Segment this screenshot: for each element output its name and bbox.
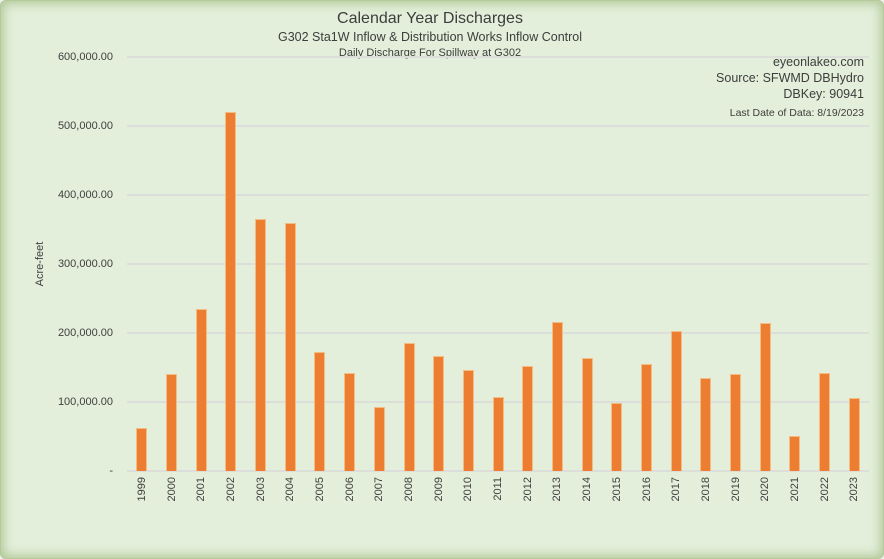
bar-slot-2001: 2001	[186, 57, 216, 501]
bar-2009	[433, 356, 445, 471]
gridline-0	[127, 470, 869, 472]
y-tick-label-300000: 300,000.00	[57, 258, 113, 270]
x-tick-label-2000: 2000	[165, 477, 178, 502]
x-tick-label-2014: 2014	[581, 477, 594, 502]
bar-2019	[730, 373, 742, 471]
bar-2001	[195, 308, 207, 471]
bar-2011	[492, 397, 504, 471]
gridline-500000	[127, 125, 869, 127]
dbkey-text: DBKey: 90941	[783, 87, 864, 101]
y-axis-title: Acre-feet	[34, 241, 46, 287]
bar-slot-2000: 2000	[157, 57, 187, 501]
x-tick-label-2015: 2015	[610, 477, 623, 502]
plot-area: 600,000.00 500,000.00 400,000.00 300,000.00…	[58, 51, 870, 501]
x-tick-label-2018: 2018	[699, 477, 712, 502]
x-tick-label-2010: 2010	[462, 477, 475, 502]
bar-slot-2008: 2008	[394, 57, 424, 501]
bar-slot-2022: 2022	[810, 57, 840, 501]
bar-slot-2019: 2019	[721, 57, 751, 501]
bar-1999	[136, 428, 148, 471]
bar-2006	[344, 373, 356, 471]
gridline-400000	[127, 194, 869, 196]
bar-slot-2010: 2010	[454, 57, 484, 501]
y-tick-label-500000: 500,000.00	[57, 120, 113, 132]
website-text: eyeonlakeo.com	[772, 55, 864, 69]
bar-slot-2021: 2021	[780, 57, 810, 501]
x-tick-label-2001: 2001	[195, 477, 208, 502]
x-tick-label-2009: 2009	[432, 477, 445, 502]
source-text: Source: SFWMD DBHydro	[716, 71, 864, 85]
x-tick-label-2022: 2022	[818, 477, 831, 502]
bar-2013	[551, 321, 563, 471]
bar-2005	[314, 352, 326, 471]
x-tick-label-2005: 2005	[313, 477, 326, 502]
bar-slot-2003: 2003	[246, 57, 276, 501]
x-tick-label-2008: 2008	[403, 477, 416, 502]
bar-2004	[284, 223, 296, 471]
bar-slot-1999: 1999	[127, 57, 157, 501]
bar-slot-2013: 2013	[543, 57, 573, 501]
x-tick-label-1999: 1999	[135, 477, 148, 502]
bar-2017	[670, 330, 682, 471]
gridline-300000	[127, 263, 869, 265]
x-tick-label-2013: 2013	[551, 477, 564, 502]
source-attribution: eyeonlakeo.com Source: SFWMD DBHydro DBK…	[716, 54, 864, 121]
y-tick-label-100000: 100,000.00	[57, 396, 113, 408]
bar-2015	[611, 403, 623, 471]
bar-2018	[700, 377, 712, 471]
bar-2021	[789, 435, 801, 471]
bar-slot-2006: 2006	[335, 57, 365, 501]
bar-slot-2005: 2005	[305, 57, 335, 501]
bar-slot-2002: 2002	[216, 57, 246, 501]
x-tick-label-2002: 2002	[224, 477, 237, 502]
bar-2022	[819, 373, 831, 471]
x-tick-label-2021: 2021	[788, 477, 801, 502]
bar-2014	[581, 357, 593, 471]
bar-slot-2011: 2011	[483, 57, 513, 501]
bar-2020	[759, 323, 771, 471]
x-tick-label-2017: 2017	[670, 477, 683, 502]
bar-2016	[641, 364, 653, 471]
x-tick-label-2003: 2003	[254, 477, 267, 502]
last-date-text: Last Date of Data: 8/19/2023	[729, 107, 864, 119]
x-tick-label-2023: 2023	[848, 477, 861, 502]
bar-slot-2007: 2007	[365, 57, 395, 501]
x-tick-label-2011: 2011	[492, 477, 505, 501]
bar-2000	[166, 374, 178, 471]
bar-slot-2023: 2023	[840, 57, 870, 501]
bar-slot-2018: 2018	[691, 57, 721, 501]
y-tick-label-400000: 400,000.00	[57, 189, 113, 201]
bar-slot-2016: 2016	[632, 57, 662, 501]
bar-slot-2015: 2015	[602, 57, 632, 501]
gridline-600000	[127, 56, 869, 58]
bar-series: 1999 2000 2001 2002 2003 2004 2005 2006 2007 2008…	[127, 57, 870, 501]
x-tick-label-2020: 2020	[759, 477, 772, 502]
x-tick-label-2006: 2006	[343, 477, 356, 502]
x-tick-label-2019: 2019	[729, 477, 742, 502]
x-tick-label-2004: 2004	[284, 477, 297, 502]
bar-2003	[255, 219, 267, 471]
bar-slot-2004: 2004	[275, 57, 305, 501]
x-tick-label-2012: 2012	[521, 477, 534, 502]
y-tick-label-200000: 200,000.00	[57, 327, 113, 339]
bar-slot-2020: 2020	[750, 57, 780, 501]
gridline-200000	[127, 332, 869, 334]
bar-slot-2009: 2009	[424, 57, 454, 501]
chart-subtitle-line1: G302 Sta1W Inflow & Distribution Works I…	[277, 30, 583, 44]
x-tick-label-2016: 2016	[640, 477, 653, 502]
y-tick-label-600000: 600,000.00	[57, 51, 113, 63]
bar-2023	[848, 397, 860, 471]
bar-2012	[522, 366, 534, 471]
chart-title: Calendar Year Discharges	[337, 10, 523, 27]
bar-slot-2014: 2014	[572, 57, 602, 501]
x-tick-label-2007: 2007	[373, 477, 386, 502]
bar-2008	[403, 343, 415, 471]
bar-2002	[225, 111, 237, 471]
bar-2010	[462, 370, 474, 471]
y-tick-label-0: -	[109, 465, 113, 477]
bar-slot-2017: 2017	[661, 57, 691, 501]
bar-2007	[373, 406, 385, 471]
bar-slot-2012: 2012	[513, 57, 543, 501]
